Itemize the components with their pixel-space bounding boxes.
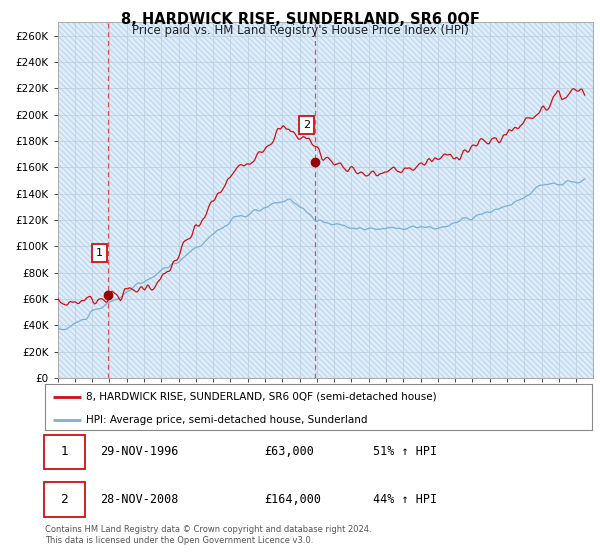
Text: 1: 1 — [96, 248, 103, 258]
Text: Contains HM Land Registry data © Crown copyright and database right 2024.
This d: Contains HM Land Registry data © Crown c… — [45, 525, 371, 545]
Text: 44% ↑ HPI: 44% ↑ HPI — [373, 493, 437, 506]
Text: 8, HARDWICK RISE, SUNDERLAND, SR6 0QF: 8, HARDWICK RISE, SUNDERLAND, SR6 0QF — [121, 12, 479, 27]
Text: 2: 2 — [303, 120, 310, 130]
Text: Price paid vs. HM Land Registry's House Price Index (HPI): Price paid vs. HM Land Registry's House … — [131, 24, 469, 36]
Text: £164,000: £164,000 — [264, 493, 321, 506]
Text: 1: 1 — [60, 445, 68, 459]
Text: 2: 2 — [60, 493, 68, 506]
Text: 51% ↑ HPI: 51% ↑ HPI — [373, 445, 437, 459]
Text: £63,000: £63,000 — [264, 445, 314, 459]
Text: 8, HARDWICK RISE, SUNDERLAND, SR6 0QF (semi-detached house): 8, HARDWICK RISE, SUNDERLAND, SR6 0QF (s… — [86, 391, 437, 402]
Text: 29-NOV-1996: 29-NOV-1996 — [100, 445, 178, 459]
Text: 28-NOV-2008: 28-NOV-2008 — [100, 493, 178, 506]
FancyBboxPatch shape — [44, 482, 85, 517]
Text: HPI: Average price, semi-detached house, Sunderland: HPI: Average price, semi-detached house,… — [86, 415, 368, 425]
FancyBboxPatch shape — [44, 435, 85, 469]
